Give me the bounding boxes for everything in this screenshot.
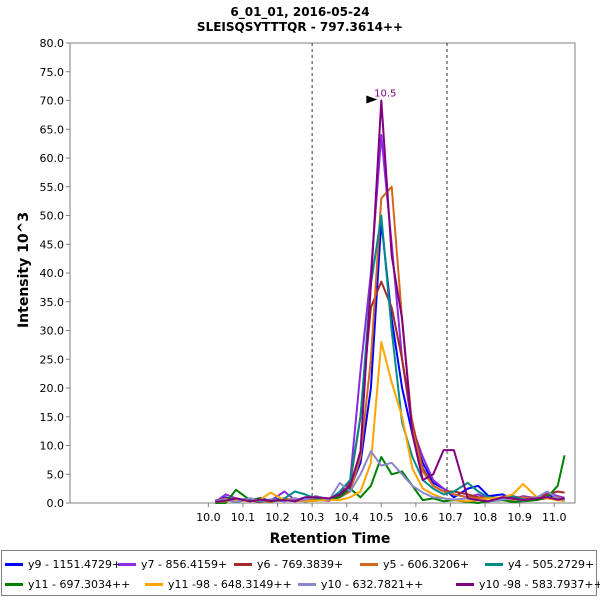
legend-item: y11 - 697.3034++ — [5, 576, 130, 592]
chart-subtitle: SLEISQSYTTTQR - 797.3614++ — [197, 20, 403, 34]
legend-label: y7 - 856.4159+ — [141, 557, 228, 571]
legend-item: y10 - 632.7821++ — [298, 576, 423, 592]
y-tick-label: 30.0 — [40, 325, 65, 338]
x-tick-label: 10.6 — [404, 511, 429, 524]
x-tick-label: 10.7 — [438, 511, 463, 524]
legend-label: y9 - 1151.4729+ — [28, 557, 122, 571]
y-tick-label: 80.0 — [40, 37, 65, 50]
series-line-4 — [215, 214, 565, 503]
legend-swatch — [298, 582, 316, 586]
legend-swatch — [118, 562, 136, 566]
series-line-0 — [214, 220, 565, 503]
x-tick-label: 11.0 — [542, 511, 567, 524]
x-tick-label: 10.3 — [300, 511, 325, 524]
legend-item: y4 - 505.2729+ — [485, 556, 594, 572]
legend-swatch — [5, 562, 23, 566]
legend-swatch — [456, 582, 474, 586]
series-line-8 — [215, 99, 565, 503]
legend: y9 - 1151.4729+ y7 - 856.4159+ y6 - 769.38… — [1, 550, 600, 596]
legend-swatch — [360, 562, 378, 566]
y-tick-label: 20.0 — [40, 382, 65, 395]
x-tick-label: 10.9 — [507, 511, 532, 524]
y-tick-label: 15.0 — [40, 411, 65, 424]
legend-item: y11 -98 - 648.3149++ — [145, 576, 292, 592]
legend-item: y10 -98 - 583.7937++ — [456, 576, 600, 592]
peak-annotation: 10.5 — [366, 89, 396, 104]
legend-item: y9 - 1151.4729+ — [5, 556, 121, 572]
legend-label: y10 -98 - 583.7937++ — [479, 577, 600, 591]
legend-label: y10 - 632.7821++ — [321, 577, 424, 591]
series-lines — [214, 99, 566, 504]
legend-swatch — [234, 562, 252, 566]
y-tick-label: 35.0 — [40, 296, 65, 309]
y-tick-label: 55.0 — [40, 181, 65, 194]
y-axis: 0.0 5.0 10.0 15.0 20.0 25.0 30.0 35.0 40.0 45.0 50… — [40, 37, 70, 510]
legend-item: y7 - 856.4159+ — [118, 556, 227, 572]
legend-item: y5 - 606.3206+ — [360, 556, 469, 572]
y-tick-label: 75.0 — [40, 66, 65, 79]
series-line-6 — [215, 341, 565, 503]
y-axis-label: Intensity 10^3 — [16, 212, 32, 328]
legend-item: y6 - 769.3839+ — [234, 556, 343, 572]
y-tick-label: 70.0 — [40, 95, 65, 108]
chart: 6_01_01, 2016-05-24 SLEISQSYTTTQR - 797.… — [16, 5, 576, 547]
y-tick-label: 50.0 — [40, 210, 65, 223]
y-tick-label: 10.0 — [40, 440, 65, 453]
x-tick-label: 10.5 — [369, 511, 394, 524]
legend-label: y11 -98 - 648.3149++ — [168, 577, 292, 591]
peak-label: 10.5 — [374, 89, 396, 100]
legend-swatch — [145, 582, 163, 586]
x-tick-label: 10.0 — [196, 511, 221, 524]
y-tick-label: 60.0 — [40, 152, 65, 165]
legend-label: y5 - 606.3206+ — [383, 557, 470, 571]
x-tick-label: 10.4 — [334, 511, 359, 524]
y-tick-label: 45.0 — [40, 238, 65, 251]
x-tick-label: 10.8 — [473, 511, 498, 524]
x-tick-label: 10.2 — [265, 511, 290, 524]
x-tick-label: 10.1 — [231, 511, 256, 524]
y-tick-label: 65.0 — [40, 123, 65, 136]
legend-swatch — [5, 582, 23, 586]
x-axis-label: Retention Time — [270, 531, 391, 547]
x-axis: 10.0 10.1 10.2 10.3 10.4 10.5 10.6 10.7 10.8 10.9… — [196, 503, 566, 524]
chart-title: 6_01_01, 2016-05-24 — [230, 5, 369, 20]
y-tick-label: 25.0 — [40, 353, 65, 366]
legend-label: y4 - 505.2729+ — [508, 557, 595, 571]
legend-swatch — [485, 562, 503, 566]
peak-arrow-icon — [366, 95, 378, 104]
integration-boundaries — [311, 43, 448, 503]
legend-label: y11 - 697.3034++ — [28, 577, 131, 591]
legend-label: y6 - 769.3839+ — [257, 557, 344, 571]
y-tick-label: 0.0 — [47, 497, 65, 510]
y-tick-label: 5.0 — [47, 468, 65, 481]
y-tick-label: 40.0 — [40, 267, 65, 280]
plot-frame — [69, 42, 576, 504]
